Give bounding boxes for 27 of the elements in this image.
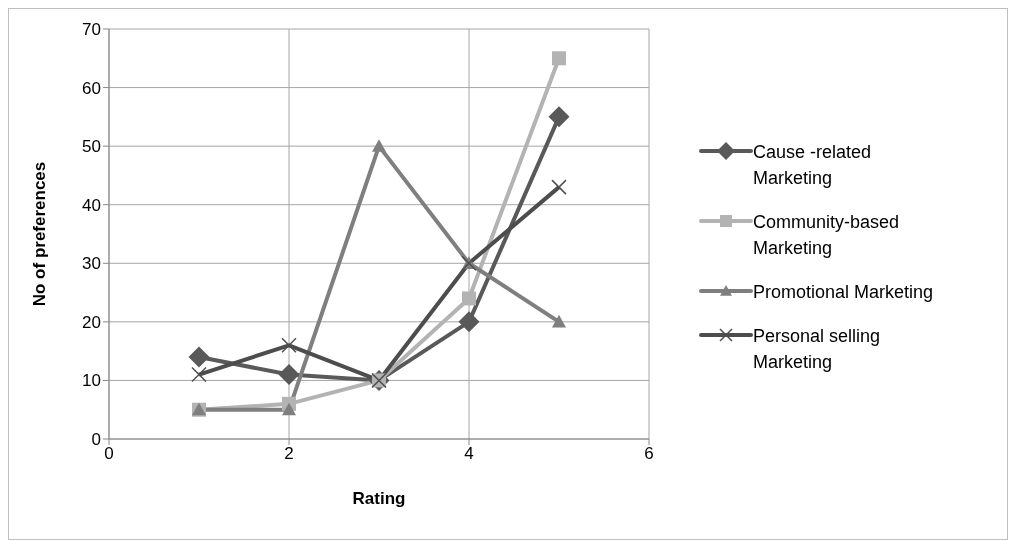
point [282,402,296,416]
point [188,346,210,368]
y-tick-label: 20 [82,312,101,332]
point [458,311,480,333]
legend-label: Personal selling Marketing [753,325,882,374]
legend-label: Community-based Marketing [753,211,901,260]
y-tick-label: 10 [82,371,101,391]
x-tick-label: 2 [284,444,294,464]
y-tick-label: 50 [82,137,101,157]
point [278,364,300,386]
point [462,291,476,306]
y-tick-label: 40 [82,195,101,215]
point [548,106,570,128]
point [552,314,566,328]
y-tick-label: 0 [91,430,101,450]
legend-label: Promotional Marketing [753,281,935,304]
y-axis-title: No of preferences [30,161,50,307]
point [552,51,566,66]
y-tick-label: 60 [82,78,101,98]
y-tick-label: 30 [82,254,101,274]
x-tick-label: 6 [644,444,654,464]
x-tick-label: 4 [464,444,474,464]
y-tick-label: 70 [82,20,101,40]
point [372,139,386,152]
legend-label: Cause -related Marketing [753,141,873,190]
x-axis-title: Rating [352,489,406,508]
x-tick-label: 0 [104,444,114,464]
